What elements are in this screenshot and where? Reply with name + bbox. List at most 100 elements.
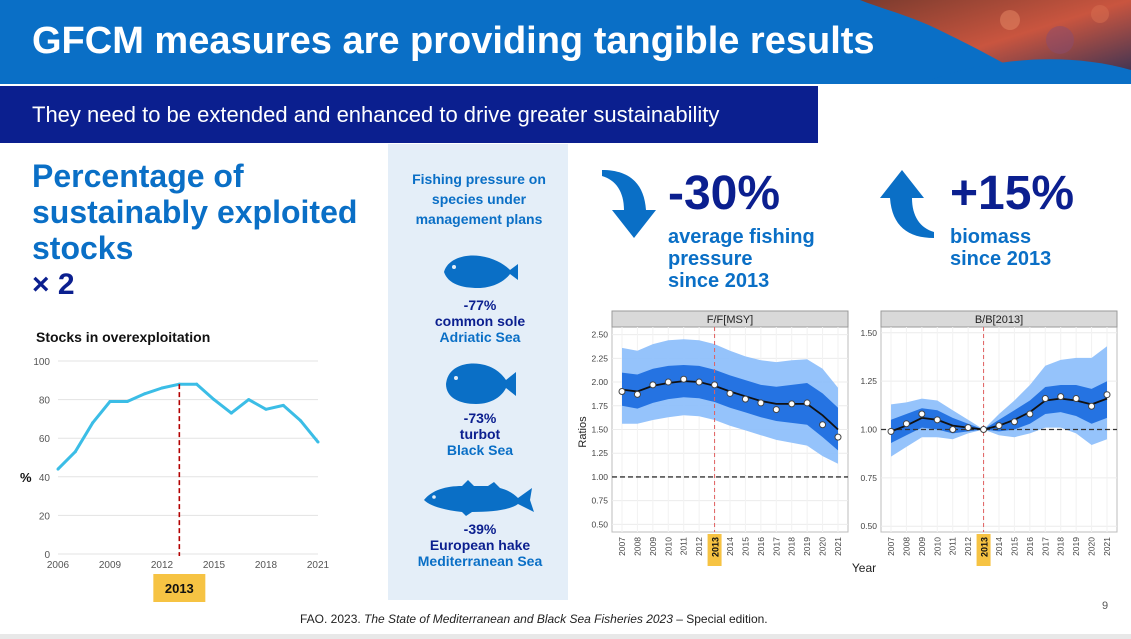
x-tick-label: 2009 — [99, 560, 122, 571]
data-point — [695, 378, 703, 386]
y-tick-label: 80 — [39, 396, 51, 407]
x-tick-label: 2020 — [1087, 537, 1097, 556]
coral-photo-decoration — [860, 0, 1131, 84]
species-name: European hake — [429, 537, 531, 553]
fishing-pressure-biomass-charts: Ratios Year F/F[MSY] 0.50 0.75 1.00 1.25 1.50 1.… — [577, 310, 1118, 575]
data-point — [56, 467, 60, 471]
data-point — [160, 386, 164, 390]
x-tick-label: 2009 — [648, 537, 658, 556]
data-point — [964, 424, 972, 432]
data-point — [711, 381, 719, 389]
x-tick-label: 2016 — [756, 537, 766, 556]
y-tick-label: 1.50 — [860, 328, 877, 338]
y-tick-label: 0.50 — [860, 521, 877, 531]
x-tick-label: 2018 — [787, 537, 797, 556]
y-tick-label: 40 — [39, 473, 51, 484]
data-point — [1057, 393, 1065, 401]
x-tick-label: 2013 — [980, 537, 990, 557]
data-point — [618, 388, 626, 396]
header-banner: GFCM measures are providing tangible res… — [0, 0, 1131, 84]
x-tick-label: 2011 — [679, 537, 689, 556]
y-tick-label: 1.00 — [591, 472, 608, 482]
x-tick-label: 2010 — [932, 537, 942, 556]
y-tick-label: 1.25 — [591, 448, 608, 458]
pressure-label-line: pressure — [668, 248, 753, 270]
data-point — [803, 399, 811, 407]
page-number: 9 — [1102, 600, 1109, 612]
hake-fish-icon — [424, 480, 534, 516]
highlight-year-badge — [707, 534, 722, 566]
y-tick-label: 1.75 — [591, 401, 608, 411]
facet-title: F/F[MSY] — [707, 314, 753, 326]
x-tick-label: 2007 — [617, 537, 627, 556]
x-tick-label: 2008 — [901, 537, 911, 556]
x-tick-label: 2019 — [802, 537, 812, 556]
data-point — [1041, 395, 1049, 403]
data-point — [649, 381, 657, 389]
x-tick-label: 2010 — [663, 537, 673, 556]
x-tick-label: 2021 — [307, 560, 330, 571]
data-point — [1103, 391, 1111, 399]
data-point — [680, 375, 688, 383]
subtitle-bar — [0, 86, 818, 143]
x-tick-label: 2021 — [1102, 537, 1112, 556]
species-sea: Adriatic Sea — [439, 329, 521, 345]
x-tick-label: 2008 — [632, 537, 642, 556]
series-line — [56, 382, 320, 471]
left-heading: Percentage of sustainably exploited stoc… — [32, 158, 358, 266]
x-tick-label: 2009 — [917, 537, 927, 556]
y-tick-label: 1.00 — [860, 425, 877, 435]
species-turbot: -73% turbot Black Sea — [400, 410, 560, 458]
data-point — [1088, 402, 1096, 410]
data-point — [1026, 410, 1034, 418]
y-tick-label: 1.25 — [860, 376, 877, 386]
data-point — [264, 407, 268, 411]
y-tick-label: 0.75 — [591, 496, 608, 506]
biomass-label: biomass since 2013 — [950, 226, 1051, 270]
ref-title: The State of Mediterranean and Black Sea… — [364, 612, 673, 626]
uncertainty-band-inner — [891, 381, 1107, 443]
x-tick-label: 2021 — [833, 537, 843, 556]
stocks-chart-title: Stocks in overexploitation — [36, 329, 211, 345]
x-tick-label: 2014 — [994, 537, 1004, 556]
data-point — [125, 400, 129, 404]
species-hake: -39% European hake Mediterranean Sea — [400, 521, 560, 569]
x-tick-label: 2006 — [47, 560, 70, 571]
ref-suffix: – Special edition. — [672, 612, 768, 626]
x-tick-label: 2018 — [255, 560, 278, 571]
x-tick-label: 2013 — [711, 537, 721, 557]
down-arrow-icon — [602, 170, 656, 238]
species-name: common sole — [434, 313, 526, 329]
species-sea: Black Sea — [446, 442, 514, 458]
highlight-year-label: 2013 — [165, 581, 194, 596]
data-point — [143, 392, 147, 396]
y-tick-label: 1.50 — [591, 425, 608, 435]
x-tick-label: 2019 — [1071, 537, 1081, 556]
y-tick-label: 2.25 — [591, 353, 608, 363]
data-point — [247, 398, 251, 402]
data-point — [757, 399, 765, 407]
data-point — [212, 398, 216, 402]
data-point — [316, 440, 320, 444]
data-point — [949, 426, 957, 433]
x-tick-label: 2014 — [725, 537, 735, 556]
x-tick-label: 2012 — [963, 537, 973, 556]
data-point — [819, 421, 827, 429]
data-point — [1072, 395, 1080, 403]
y-tick-label: 100 — [33, 357, 50, 368]
y-tick-label: 0.50 — [591, 519, 608, 529]
x-tick-label: 2020 — [818, 537, 828, 556]
species-pct: -39% — [463, 521, 497, 537]
bottom-divider — [0, 634, 1131, 639]
data-point — [73, 450, 77, 454]
data-point — [788, 400, 796, 408]
y-tick-label: 20 — [39, 511, 51, 522]
species-sea: Mediterranean Sea — [417, 553, 543, 569]
data-point — [980, 426, 988, 433]
data-point — [1010, 418, 1018, 426]
ref-prefix: FAO. 2023. — [300, 612, 365, 626]
page-title: GFCM measures are providing tangible res… — [32, 20, 875, 62]
data-point — [281, 403, 285, 407]
data-point — [299, 419, 303, 423]
biomass-label-line: biomass — [950, 226, 1032, 248]
